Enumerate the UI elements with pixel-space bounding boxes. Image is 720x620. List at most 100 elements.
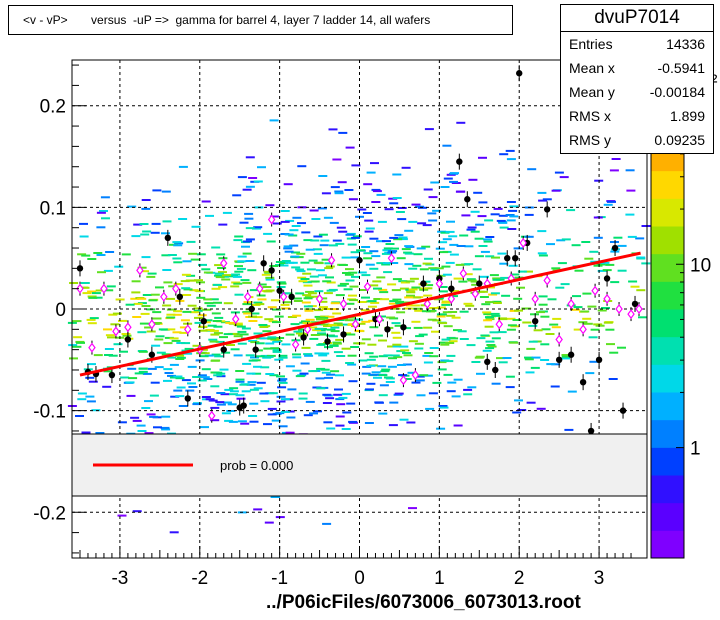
density-cell [325,315,335,318]
density-cell [215,276,225,279]
density-cell [441,303,451,306]
density-cell [218,223,228,226]
density-cell [388,302,398,305]
density-cell [402,363,412,366]
palette-swatch [651,336,684,365]
density-cell [161,428,171,431]
density-cell [392,197,402,199]
density-cell [593,264,603,267]
density-cell [141,199,151,201]
density-cell [393,238,403,241]
density-cell [479,296,489,298]
density-cell [233,335,243,338]
density-cell [337,284,347,287]
density-cell [173,261,183,264]
density-cell [271,419,281,422]
density-cell [365,388,374,391]
density-cell [128,377,138,380]
density-cell [489,274,499,277]
density-cell [280,411,290,413]
density-cell [499,153,509,156]
density-cell [164,336,174,339]
density-cell [317,333,327,336]
density-cell [194,321,204,324]
density-cell [291,225,301,227]
density-cell [321,359,331,362]
density-cell [409,277,419,280]
density-cell [335,398,345,401]
density-cell [404,263,414,266]
density-cell [232,194,242,197]
density-cell [132,419,142,422]
density-cell [166,328,176,331]
density-cell [139,223,149,225]
density-cell [582,292,592,295]
density-cell [287,388,297,391]
density-cell [531,356,541,359]
density-cell [419,268,429,271]
density-cell [593,216,603,219]
density-cell [134,372,144,375]
density-cell [277,282,287,285]
density-cell [155,335,165,338]
density-cell [222,211,232,214]
density-cell [248,320,258,322]
density-cell [334,388,343,391]
data-point-black [631,300,639,308]
density-cell [530,313,539,316]
density-cell [156,351,166,354]
density-cell [142,294,152,296]
density-cell [435,247,445,250]
density-cell [110,323,120,326]
axis-layer: -3 -2 -1 0 1 2 3 -0.2 -0.1 0 0.1 0.2 [33,64,632,589]
density-cell [328,128,338,131]
density-cell [291,266,301,269]
density-cell [276,400,286,403]
density-cell [349,299,359,302]
density-cell [549,323,559,326]
density-cell [330,370,340,373]
density-cell [353,318,363,321]
density-cell [424,128,434,131]
density-cell [392,173,402,176]
density-cell [205,398,215,401]
density-cell [408,340,418,343]
density-cell [261,325,271,328]
density-cell [229,387,239,390]
density-cell [308,370,318,373]
density-cell [398,236,408,239]
density-cell [603,321,613,324]
density-cell [560,283,570,286]
density-cell [130,416,140,419]
density-cell [298,328,307,331]
density-cell [334,324,343,327]
density-cell [175,395,185,398]
y-tick-label: 0 [55,300,66,321]
density-cell [471,361,481,363]
data-point-black [464,196,471,203]
y-tick-label: -0.2 [33,503,66,524]
density-cell [378,339,387,342]
density-cell [73,336,83,339]
density-cell [412,307,422,310]
density-cell [218,271,227,274]
density-cell [342,411,352,414]
density-cell [641,225,651,227]
density-cell [305,318,315,321]
density-cell [496,357,505,360]
density-cell [473,191,483,194]
density-cell [513,297,523,300]
profile-point [375,314,384,325]
density-cell [408,220,418,223]
density-cell [285,333,295,336]
density-cell [456,121,466,124]
density-cell [330,302,340,305]
density-cell [517,409,527,411]
density-cell [258,324,268,326]
density-cell [625,213,635,216]
density-cell [449,253,459,256]
density-cell [276,395,286,398]
density-cell [404,229,414,232]
density-cell [483,313,493,316]
density-cell [305,290,315,293]
